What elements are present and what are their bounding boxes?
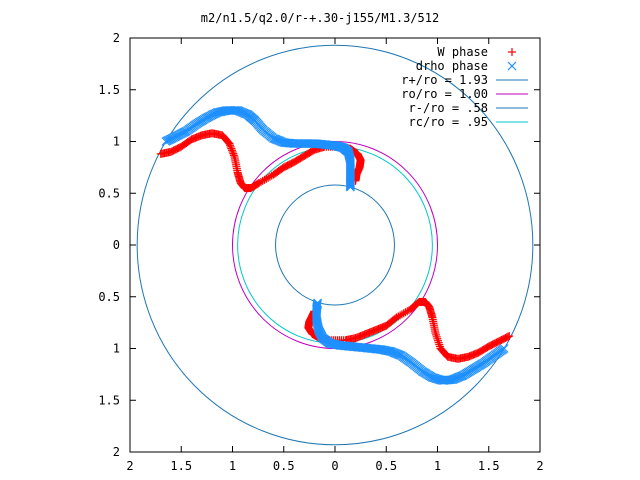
drho-phase-point: [438, 376, 448, 386]
drho-phase-point: [435, 375, 445, 385]
w-phase-series: [156, 129, 514, 363]
drho-phase-point: [313, 298, 322, 308]
drho-phase-point: [434, 374, 444, 384]
chart-title: m2/n1.5/q2.0/r-+.30-j155/M1.3/512: [201, 11, 439, 25]
drho-phase-point: [231, 106, 241, 115]
y-tick-label: 2: [113, 445, 120, 459]
x-tick-label: 0.5: [273, 459, 295, 473]
x-tick-label: 0.5: [375, 459, 397, 473]
y-tick-label: 1.5: [98, 393, 120, 407]
legend-label: rc/ro = .95: [409, 115, 488, 129]
drho-phase-point: [329, 339, 339, 349]
circle-r-1_93: [136, 44, 534, 446]
x-tick-label: 0: [331, 459, 338, 473]
drho-phase-point: [507, 61, 517, 71]
y-tick-label: 2: [113, 31, 120, 45]
drho-phase-point: [429, 373, 439, 383]
drho-phase-point: [326, 339, 336, 349]
x-tick-label: 2: [126, 459, 133, 473]
y-tick-label: 1.5: [98, 83, 120, 97]
drho-phase-point: [330, 339, 340, 349]
y-tick-label: 1: [113, 342, 120, 356]
drho-phase-point: [328, 339, 337, 349]
y-tick-label: 1: [113, 135, 120, 149]
y-tick-label: 0.5: [98, 186, 120, 200]
drho-phase-point: [431, 374, 441, 384]
circle-r-0_58: [275, 184, 395, 306]
y-tick-label: 0: [113, 238, 120, 252]
drho-phase-point: [430, 373, 440, 383]
drho-phase-point: [345, 182, 355, 192]
drho-phase-point: [436, 375, 446, 385]
x-tick-label: 1: [229, 459, 236, 473]
drho-phase-point: [433, 374, 442, 384]
legend-label: r+/ro = 1.93: [401, 73, 488, 87]
legend-label: r-/ro = .58: [409, 101, 488, 115]
legend-label: W phase: [437, 45, 488, 59]
x-tick-label: 1: [434, 459, 441, 473]
x-tick-label: 1.5: [170, 459, 192, 473]
legend-label: drho phase: [416, 59, 488, 73]
y-tick-label: 0.5: [98, 290, 120, 304]
circle-r-1: [232, 141, 438, 349]
drho-phase-series: [161, 106, 509, 386]
x-tick-label: 1.5: [478, 459, 500, 473]
legend-label: ro/ro = 1.00: [401, 87, 488, 101]
x-tick-label: 2: [536, 459, 543, 473]
